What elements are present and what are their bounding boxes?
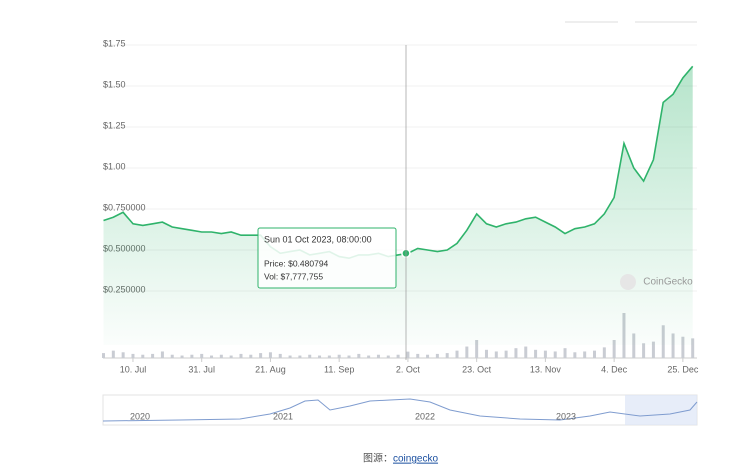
x-tick-label: 25. Dec	[667, 364, 699, 374]
volume-bar	[298, 355, 302, 358]
volume-bar	[543, 350, 547, 358]
volume-bar	[111, 350, 115, 358]
volume-bar	[475, 340, 479, 358]
volume-bar	[651, 341, 655, 358]
volume-bar	[278, 353, 282, 358]
volume-bar	[367, 355, 371, 358]
x-tick-label: 2. Oct	[396, 364, 421, 374]
navigator-line	[102, 398, 698, 422]
volume-bar	[602, 347, 606, 358]
volume-bar	[347, 355, 351, 358]
x-tick-label: 4. Dec	[601, 364, 628, 374]
navigator-label: 2023	[556, 411, 576, 421]
volume-bar	[180, 355, 184, 358]
volume-bar	[494, 351, 498, 358]
volume-bar	[455, 350, 459, 358]
tooltip: Sun 01 Oct 2023, 08:00:00 Price: $0.4807…	[257, 227, 397, 289]
tooltip-box	[257, 227, 397, 289]
x-tick-label: 10. Jul	[120, 364, 147, 374]
volume-bar	[642, 343, 646, 358]
volume-bar	[357, 353, 361, 358]
volume-bar	[514, 348, 518, 358]
volume-bar	[524, 346, 528, 358]
watermark: CoinGecko	[643, 277, 693, 288]
volume-bar	[210, 355, 214, 358]
volume-bar	[160, 351, 164, 358]
volume-bar	[141, 354, 145, 358]
volume-bar	[445, 353, 449, 358]
volume-bar	[337, 354, 341, 358]
watermark-logo	[620, 274, 636, 290]
navigator-label: 2022	[415, 411, 435, 421]
volume-bar	[386, 355, 390, 358]
x-tick-label: 11. Sep	[324, 364, 354, 374]
y-tick-label: $0.750000	[103, 202, 146, 212]
volume-bar	[327, 355, 331, 358]
volume-bar	[612, 340, 616, 358]
volume-bar	[563, 348, 567, 358]
x-tick-label: 21. Aug	[255, 364, 286, 374]
volume-bar	[259, 353, 263, 358]
volume-bar	[534, 349, 538, 358]
y-tick-label: $1.75	[103, 38, 126, 48]
volume-bar	[170, 354, 174, 358]
volume-bar	[484, 349, 488, 358]
volume-bar	[131, 353, 135, 358]
volume-bar	[376, 354, 380, 358]
tooltip-date: Sun 01 Oct 2023, 08:00:00	[264, 234, 372, 244]
volume-bar	[632, 333, 636, 358]
volume-bar	[190, 354, 194, 358]
volume-bar	[465, 346, 469, 358]
volume-bar	[504, 350, 508, 358]
caption-link[interactable]: coingecko	[393, 454, 438, 465]
volume-bar	[583, 351, 587, 358]
volume-bar	[229, 355, 233, 358]
navigator: 2020 2021 2022 2023	[102, 394, 698, 426]
volume-bar	[200, 353, 204, 358]
navigator-label: 2020	[130, 411, 150, 421]
volume-bar	[121, 352, 125, 358]
navigator-selection[interactable]	[625, 395, 697, 425]
price-line	[103, 65, 694, 260]
navigator-label: 2021	[273, 411, 293, 421]
volume-bar	[308, 354, 312, 358]
volume-bar	[593, 350, 596, 358]
y-tick-label: $1.50	[103, 79, 126, 89]
volume-bar	[406, 351, 410, 358]
tooltip-volume: Vol: $7,777,755	[264, 271, 323, 281]
volume-bar	[691, 338, 695, 358]
volume-bar	[318, 355, 322, 358]
volume-bar	[435, 353, 439, 358]
x-tick-label: 23. Oct	[462, 364, 492, 374]
volume-bar	[288, 355, 292, 358]
plot	[103, 65, 694, 346]
volume-bar	[416, 353, 420, 358]
x-tick-label: 13. Nov	[530, 364, 562, 374]
y-tick-label: $1.25	[103, 120, 126, 130]
volume-bar	[553, 351, 557, 358]
volume-bar	[102, 353, 105, 358]
volume-bar	[268, 352, 272, 358]
volume-bar	[681, 336, 685, 358]
volume-bar	[151, 353, 155, 358]
y-tick-label: $1.00	[103, 161, 126, 171]
volume-bar	[219, 354, 223, 358]
x-tick-label: 31. Jul	[188, 364, 215, 374]
tooltip-price: Price: $0.480794	[264, 258, 329, 268]
volume-bar	[671, 333, 675, 358]
caption-prefix: 图源：	[363, 452, 393, 465]
volume-bar	[249, 354, 253, 358]
volume-bar	[573, 352, 577, 358]
volume-bar	[426, 354, 430, 358]
volume-bar	[239, 353, 243, 358]
volume-bar	[396, 354, 400, 358]
price-area	[103, 66, 693, 346]
